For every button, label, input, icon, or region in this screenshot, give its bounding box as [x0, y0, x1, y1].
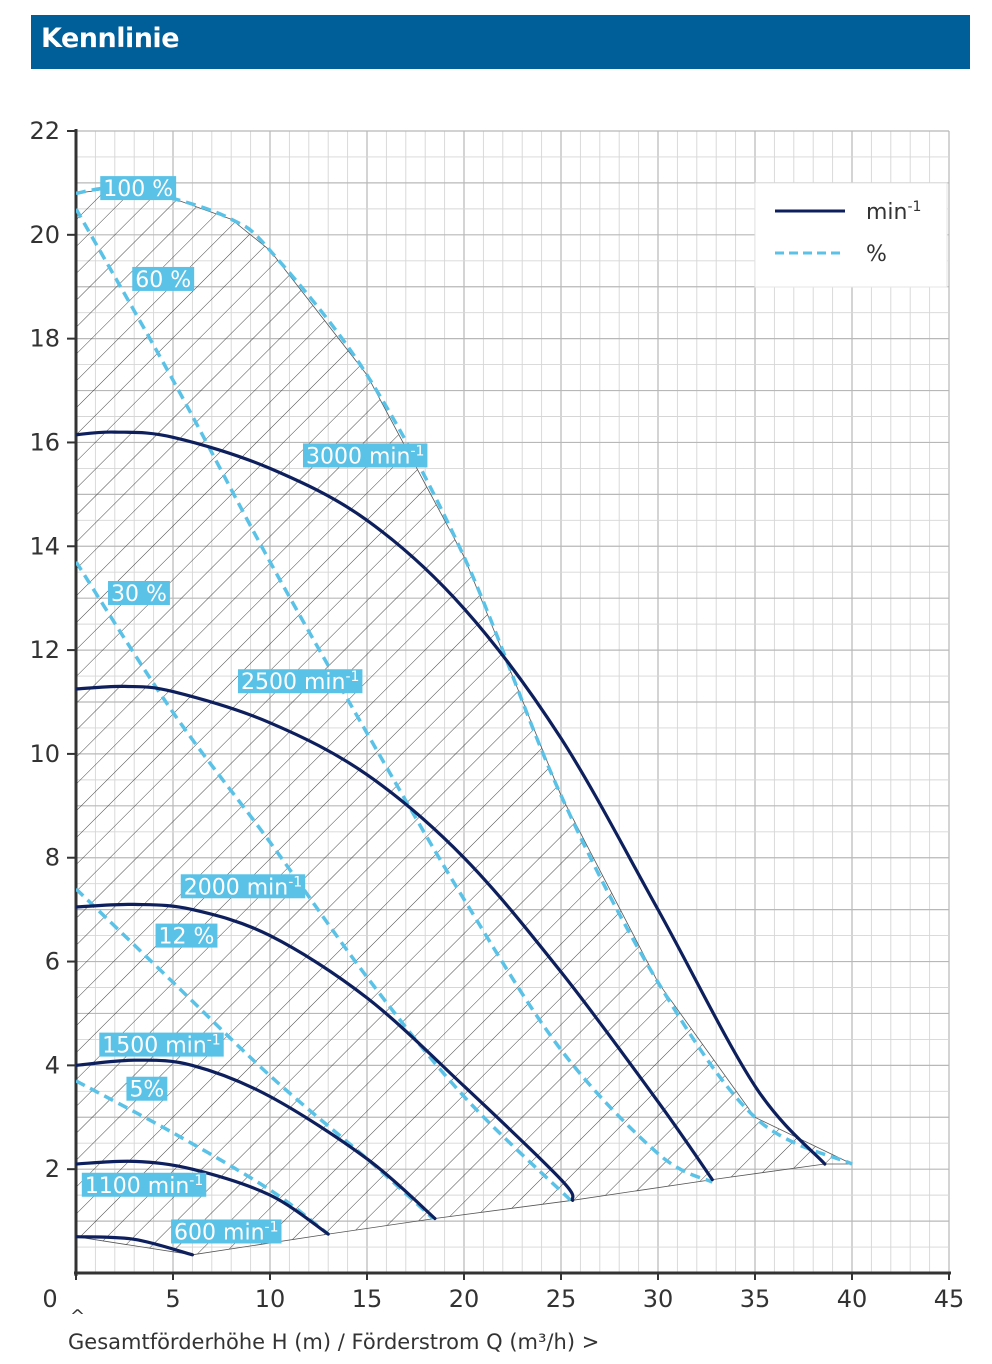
efficiency-curve-label-bg [100, 176, 177, 201]
speed-curve [76, 1159, 330, 1236]
x-tick-label: 0 [42, 1285, 57, 1313]
speed-curve [76, 1058, 437, 1221]
axis-caption: Gesamtförderhöhe H (m) / Förderstrom Q (… [68, 1330, 600, 1354]
speed-curve-label-bg [180, 874, 306, 899]
y-tick-label: 22 [29, 117, 60, 145]
efficiency-curve-label-bg [126, 1076, 168, 1101]
y-tick-label: 10 [29, 740, 60, 768]
speed-curve [76, 902, 575, 1202]
efficiency-curve-label: 30 % [111, 582, 167, 607]
x-tick-label: 5 [165, 1285, 180, 1313]
efficiency-curve-label: 60 % [135, 268, 191, 293]
speed-curve [76, 1235, 194, 1257]
speed-curve-label-bg [171, 1219, 282, 1244]
x-tick-label: 20 [449, 1285, 480, 1313]
speed-curve [76, 430, 827, 1166]
curve-labels: 3000 min-1 2500 min-1 2000 min-1 1500 min-1… [81, 176, 428, 1245]
y-tick-label: 12 [29, 636, 60, 664]
x-tick-label: 15 [352, 1285, 383, 1313]
x-tick-label: 25 [546, 1285, 577, 1313]
y-tick-label: 18 [29, 325, 60, 353]
y-tick-label: 4 [45, 1051, 60, 1079]
x-tick-label: 35 [740, 1285, 771, 1313]
legend-label-efficiency: % [866, 242, 887, 267]
y-tick-label: 2 [45, 1155, 60, 1183]
legend-label-speed: min-1 [866, 199, 921, 225]
y-tick-label: 14 [29, 532, 60, 560]
efficiency-curve-label-bg [132, 266, 195, 291]
speed-curve-label: 1100 min-1 [85, 1173, 203, 1199]
page-title: Kennlinie [41, 23, 180, 54]
x-tick-label: 45 [934, 1285, 965, 1313]
y-tick-label: 6 [45, 948, 60, 976]
speed-curve-label-bg [302, 443, 428, 468]
speed-curve-label: 600 min-1 [174, 1219, 278, 1245]
efficiency-curve-label: 5% [129, 1078, 164, 1103]
speed-curve-label: 3000 min-1 [306, 443, 424, 469]
axes: 0 5 10 15 20 25 30 35 40 45 2 4 6 8 10 12 14 16 18 20 22 [29, 117, 964, 1313]
legend: min-1% [754, 182, 948, 288]
speed-curve-label-bg [237, 669, 363, 694]
efficiency-curve [76, 208, 714, 1184]
x-tick-label: 30 [643, 1285, 674, 1313]
speed-curve-label: 2000 min-1 [184, 874, 302, 900]
speed-curve [76, 684, 714, 1182]
y-tick-label: 8 [45, 844, 60, 872]
speed-lines [76, 430, 827, 1257]
speed-curve-label: 1500 min-1 [102, 1033, 220, 1059]
y-tick-label: 20 [29, 221, 60, 249]
x-tick-label: 40 [837, 1285, 868, 1313]
efficiency-curve [76, 186, 853, 1166]
x-tick-label: 10 [255, 1285, 286, 1313]
legend-box [754, 182, 948, 288]
efficiency-curve [76, 1079, 330, 1236]
speed-curve-label-bg [81, 1172, 207, 1197]
header-bar: Kennlinie [31, 15, 970, 69]
efficiency-curve-label: 100 % [103, 177, 173, 202]
efficiency-curve-label-bg [155, 923, 218, 948]
efficiency-curve-label: 12 % [159, 925, 215, 950]
speed-curve-label: 2500 min-1 [241, 669, 359, 695]
speed-curve-label-bg [99, 1032, 224, 1057]
efficiency-curve-label-bg [108, 580, 170, 605]
y-tick-label: 16 [29, 428, 60, 456]
caption-up-marker: ^ [70, 1306, 86, 1327]
